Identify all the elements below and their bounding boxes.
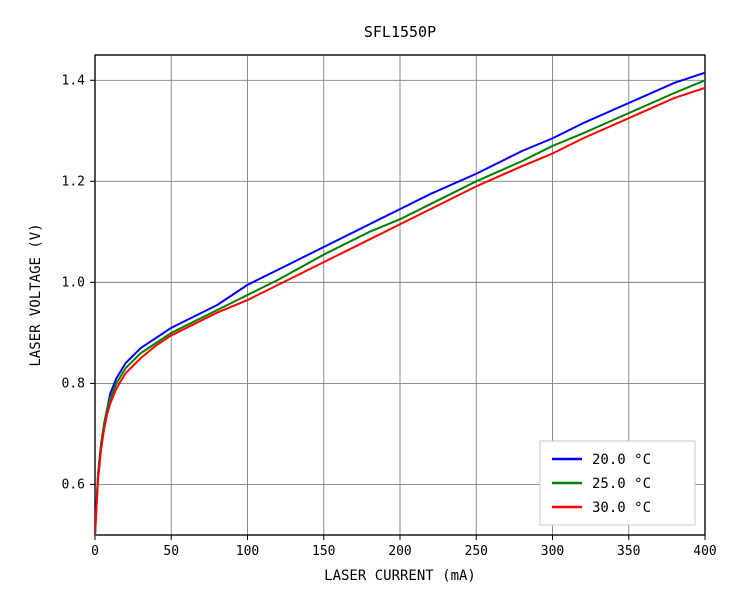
y-tick-label: 1.2 bbox=[62, 174, 85, 189]
x-tick-label: 300 bbox=[541, 544, 564, 559]
x-axis-label: LASER CURRENT (mA) bbox=[324, 568, 476, 584]
legend-label: 20.0 °C bbox=[592, 452, 651, 468]
legend-label: 25.0 °C bbox=[592, 476, 651, 492]
x-tick-label: 0 bbox=[91, 544, 99, 559]
legend: 20.0 °C 25.0 °C 30.0 °C bbox=[540, 441, 695, 525]
x-tick-label: 150 bbox=[312, 544, 335, 559]
chart-container: 0 50 100 150 200 250 300 350 400 0.6 0.8 1.0 1.2 1.4 S… bbox=[0, 0, 750, 600]
x-tick-label: 50 bbox=[163, 544, 179, 559]
legend-label: 30.0 °C bbox=[592, 500, 651, 516]
y-axis-label: LASER VOLTAGE (V) bbox=[28, 223, 44, 366]
x-tick-label: 200 bbox=[388, 544, 411, 559]
y-tick-label: 0.8 bbox=[62, 376, 85, 391]
line-chart: 0 50 100 150 200 250 300 350 400 0.6 0.8 1.0 1.2 1.4 S… bbox=[0, 0, 750, 600]
y-tick-label: 0.6 bbox=[62, 477, 85, 492]
x-tick-label: 350 bbox=[617, 544, 640, 559]
x-tick-label: 250 bbox=[465, 544, 488, 559]
chart-title: SFL1550P bbox=[364, 23, 436, 41]
y-tick-label: 1.4 bbox=[62, 73, 86, 88]
x-tick-label: 100 bbox=[236, 544, 259, 559]
y-tick-label: 1.0 bbox=[62, 275, 85, 290]
x-tick-label: 400 bbox=[693, 544, 716, 559]
